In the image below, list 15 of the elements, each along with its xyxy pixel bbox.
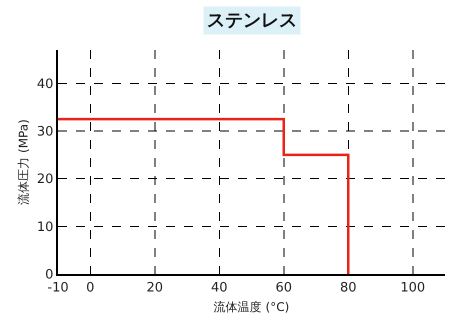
x-tick-label: 20 bbox=[146, 280, 164, 296]
y-tick-label: 10 bbox=[36, 220, 54, 235]
x-tick-label: 80 bbox=[340, 280, 357, 296]
x-tick-label: 40 bbox=[210, 280, 228, 296]
x-axis-title: 流体温度 (°C) bbox=[214, 300, 290, 314]
x-tick-label: 0 bbox=[86, 280, 94, 296]
chart-title: ステンレス bbox=[207, 10, 297, 31]
x-tick-label: -10 bbox=[47, 280, 69, 296]
y-tick-label: 0 bbox=[45, 268, 54, 283]
x-tick-label: 60 bbox=[275, 280, 292, 296]
y-tick-label: 20 bbox=[36, 172, 54, 188]
y-tick-label: 30 bbox=[36, 124, 54, 140]
x-tick-label: 100 bbox=[400, 280, 426, 296]
y-axis-title: 流体圧力 (MPa) bbox=[16, 119, 31, 205]
y-tick-label: 40 bbox=[36, 76, 54, 92]
